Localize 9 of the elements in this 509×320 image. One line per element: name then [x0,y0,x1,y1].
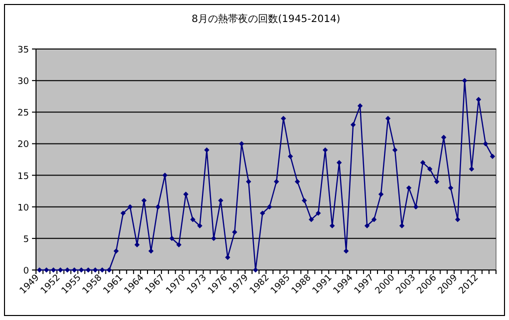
y-tick-label: 30 [18,77,30,88]
y-tick-label: 35 [18,46,29,56]
chart-title: 8月の熱帯夜の回数(1945-2014) [192,13,340,25]
y-tick-label: 10 [18,203,30,214]
y-tick-label: 25 [18,108,29,119]
y-tick-label: 5 [23,234,29,245]
y-tick-label: 15 [18,172,29,182]
y-tick-label: 0 [23,266,30,276]
y-tick-label: 20 [18,140,30,150]
